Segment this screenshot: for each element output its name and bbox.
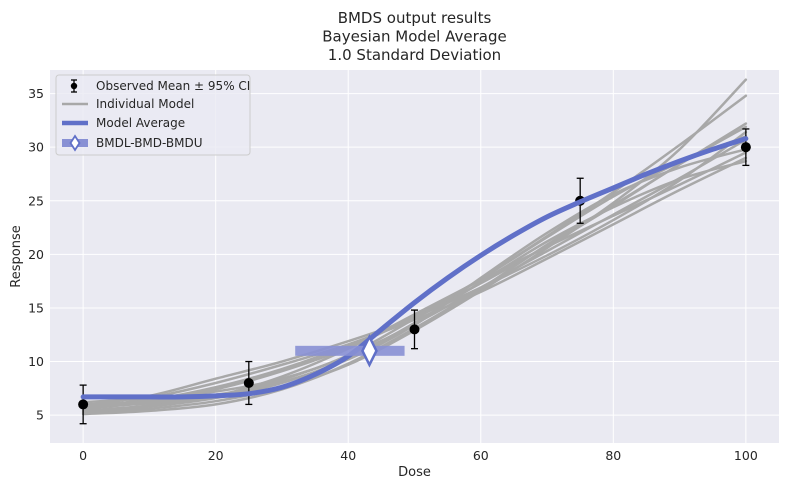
x-axis-label: Dose	[398, 465, 431, 480]
legend-label-observed: Observed Mean ± 95% CI	[96, 79, 250, 93]
legend-label-bmd: BMDL-BMD-BMDU	[96, 136, 203, 150]
chart-title-line-1: BMDS output results	[338, 9, 492, 27]
x-tick-label: 60	[473, 448, 489, 463]
y-tick-label: 25	[28, 193, 44, 208]
x-tick-label: 0	[79, 448, 87, 463]
observed-point-5	[740, 128, 751, 167]
y-axis-label: Response	[9, 225, 24, 287]
legend-item-observed: Observed Mean ± 95% CI	[70, 79, 250, 93]
bmd-interval-bar	[295, 345, 405, 356]
observed-point-1	[78, 384, 89, 425]
legend-item-bmd: BMDL-BMD-BMDU	[62, 134, 203, 152]
observed-point-2	[243, 360, 254, 406]
model-average-line	[80, 136, 749, 400]
model-average	[80, 136, 749, 400]
y-tick-label: 5	[36, 408, 44, 423]
chart-title-line-3: 1.0 Standard Deviation	[328, 46, 501, 64]
y-tick-label: 30	[28, 140, 44, 155]
x-tick-label: 40	[340, 448, 356, 463]
y-tick-label: 20	[28, 247, 44, 262]
x-tick-label: 20	[208, 448, 224, 463]
x-tick-label: 80	[605, 448, 621, 463]
axis-ticks: 0 20 40 60 80 100 5 10 15 20 25 30 35	[28, 86, 758, 463]
legend-label-individual: Individual Model	[96, 97, 194, 111]
y-tick-label: 15	[28, 300, 44, 315]
legend-label-average: Model Average	[96, 116, 185, 130]
y-tick-label: 10	[28, 354, 44, 369]
observed-point-3	[409, 309, 420, 350]
legend-item-average: Model Average	[62, 116, 185, 130]
chart-title: BMDS output results Bayesian Model Avera…	[322, 9, 506, 64]
bmd-marker	[361, 334, 378, 368]
legend-item-individual: Individual Model	[62, 97, 194, 111]
legend: Observed Mean ± 95% CI Individual Model …	[55, 74, 251, 156]
legend-box	[55, 74, 251, 156]
bmd-range	[295, 334, 405, 368]
chart-title-line-2: Bayesian Model Average	[322, 28, 506, 46]
y-tick-label: 35	[28, 86, 44, 101]
x-tick-label: 100	[734, 448, 758, 463]
